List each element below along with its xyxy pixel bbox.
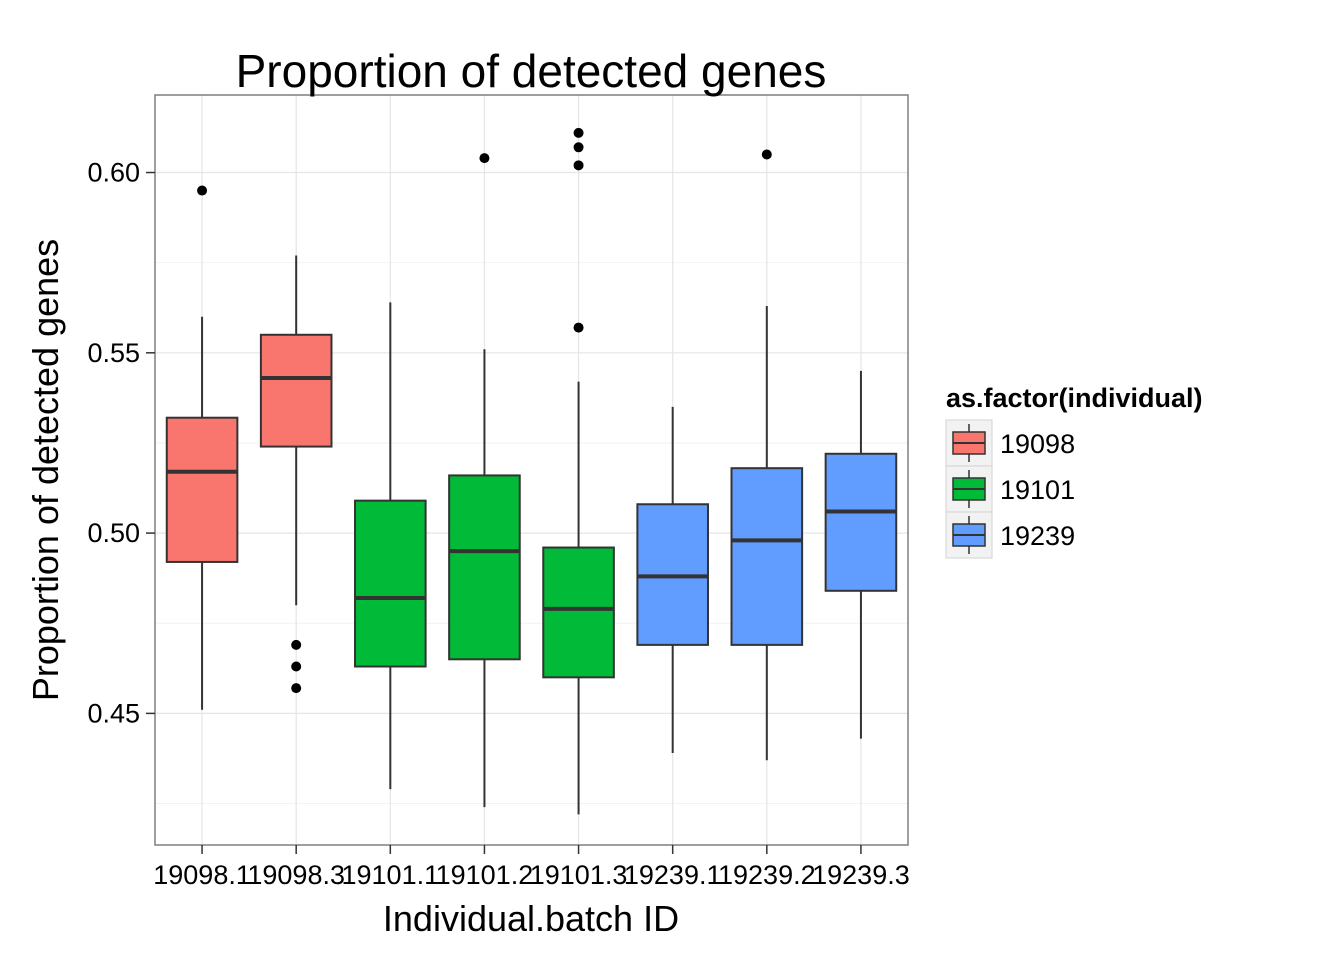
x-tick-label: 19239.1 (624, 860, 722, 890)
legend-item-19098: 19098 (945, 419, 1075, 467)
x-tick-label: 19101.3 (530, 860, 628, 890)
legend: as.factor(individual) 19098 19101 19239 (945, 383, 1203, 559)
outlier-point (573, 142, 584, 153)
box-body (542, 546, 615, 679)
outlier-point (573, 322, 584, 333)
y-tick-label: 0.55 (87, 338, 140, 368)
outlier-point (197, 185, 208, 196)
y-tick-label: 0.50 (87, 518, 140, 548)
box-body (165, 416, 239, 563)
legend-title: as.factor(individual) (946, 383, 1203, 413)
box-body (354, 499, 427, 668)
x-tick-label: 19239.3 (812, 860, 910, 890)
box-19101.2 (448, 153, 521, 808)
x-tick-label: 19098.3 (247, 860, 345, 890)
box-19239.3 (824, 370, 898, 739)
plot-panel (154, 94, 909, 846)
box-19239.2 (730, 149, 804, 761)
box-body (824, 452, 898, 592)
outlier-point (573, 160, 584, 171)
chart-title: Proportion of detected genes (236, 45, 827, 97)
outlier-point (479, 153, 490, 164)
x-axis-title: Individual.batch ID (383, 898, 679, 939)
x-tick-label: 19101.1 (342, 860, 440, 890)
box-19101.1 (354, 302, 427, 790)
box-19098.3 (259, 255, 333, 694)
box-body (730, 467, 804, 646)
outlier-point (291, 639, 302, 650)
legend-item-19239: 19239 (945, 511, 1075, 559)
box-body (259, 333, 333, 448)
box-19239.1 (636, 406, 709, 754)
x-tick-label: 19101.2 (436, 860, 534, 890)
outlier-point (291, 683, 302, 694)
legend-label: 19101 (1000, 475, 1075, 505)
x-tick-label: 19098.1 (153, 860, 251, 890)
legend-label: 19239 (1000, 521, 1075, 551)
box-19101.3 (542, 127, 615, 815)
y-tick-label: 0.45 (87, 698, 140, 728)
axes: 0.450.500.550.6019098.119098.319101.1191… (87, 158, 909, 890)
legend-item-19101: 19101 (945, 465, 1075, 513)
box-body (448, 474, 521, 661)
box-19098.1 (165, 185, 239, 710)
outlier-point (761, 149, 772, 160)
x-tick-label: 19239.2 (718, 860, 816, 890)
box-series (165, 127, 898, 815)
outlier-point (573, 127, 584, 138)
y-axis-title: Proportion of detected genes (25, 239, 66, 701)
outlier-point (291, 661, 302, 672)
y-tick-label: 0.60 (87, 158, 140, 188)
legend-label: 19098 (1000, 429, 1075, 459)
